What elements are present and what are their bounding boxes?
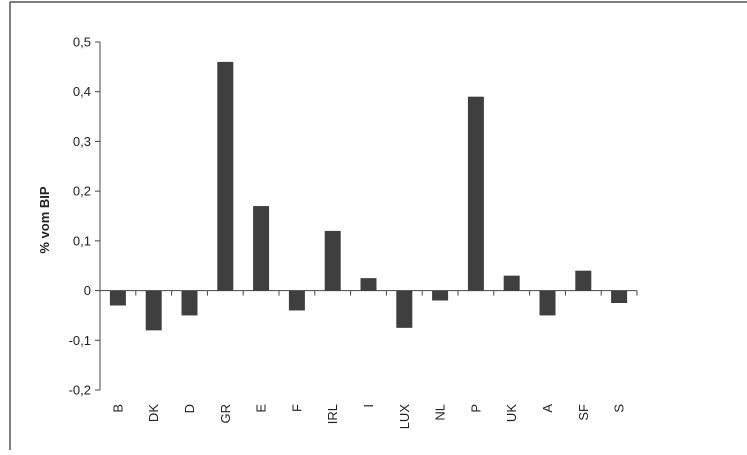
bar-p bbox=[467, 96, 484, 291]
category-label: DK bbox=[146, 404, 161, 422]
category-label: E bbox=[254, 404, 269, 413]
y-tick-label: -0,2 bbox=[69, 383, 91, 398]
bar-a bbox=[539, 290, 556, 316]
bar-gr bbox=[217, 61, 234, 291]
bar-dk bbox=[145, 290, 162, 331]
category-label: LUX bbox=[397, 404, 412, 430]
bar-uk bbox=[503, 275, 520, 291]
bar-s bbox=[611, 290, 628, 303]
category-labels: B DK D GR E F IRL I LUX NL P UK A SF S bbox=[110, 404, 626, 430]
bar-lux bbox=[396, 290, 413, 328]
bars bbox=[109, 61, 628, 331]
bar-irl bbox=[324, 230, 341, 291]
x-axis bbox=[99, 290, 638, 296]
bar-e bbox=[253, 206, 270, 291]
y-tick-label: -0,1 bbox=[69, 333, 91, 348]
y-tick-label: 0,3 bbox=[73, 134, 91, 149]
category-label: GR bbox=[218, 404, 233, 424]
category-label: D bbox=[182, 404, 197, 413]
category-label: B bbox=[110, 404, 125, 413]
y-tick-label: 0 bbox=[84, 283, 91, 298]
bar-i bbox=[360, 278, 377, 291]
category-label: F bbox=[289, 404, 304, 412]
category-label: S bbox=[612, 404, 627, 413]
category-label: UK bbox=[504, 404, 519, 422]
bar-d bbox=[181, 290, 198, 316]
bar-b bbox=[109, 290, 126, 306]
category-label: I bbox=[361, 404, 376, 408]
category-label: SF bbox=[576, 404, 591, 421]
y-tick-label: 0,5 bbox=[73, 35, 91, 50]
category-label: A bbox=[540, 404, 555, 413]
category-label: P bbox=[468, 404, 483, 413]
bar-sf bbox=[575, 270, 592, 291]
y-tick-label: 0,2 bbox=[73, 184, 91, 199]
y-axis-label: % vom BIP bbox=[37, 186, 52, 254]
y-axis: -0,2 -0,1 0 0,1 0,2 0,3 0,4 0,5 bbox=[69, 35, 101, 398]
y-tick-label: 0,4 bbox=[73, 84, 91, 99]
bar-f bbox=[288, 290, 305, 311]
bar-nl bbox=[432, 290, 449, 301]
category-label: NL bbox=[433, 404, 448, 421]
category-label: IRL bbox=[325, 404, 340, 424]
y-tick-label: 0,1 bbox=[73, 233, 91, 248]
